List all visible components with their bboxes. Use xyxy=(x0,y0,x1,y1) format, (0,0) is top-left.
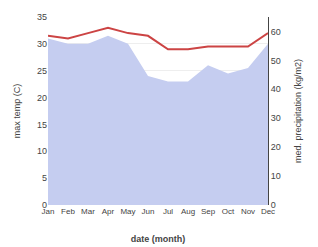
svg-text:Jun: Jun xyxy=(142,207,155,216)
svg-text:15: 15 xyxy=(37,120,47,130)
svg-text:5: 5 xyxy=(42,173,47,183)
svg-text:Jan: Jan xyxy=(42,207,55,216)
svg-text:50: 50 xyxy=(271,56,281,66)
svg-text:30: 30 xyxy=(37,39,47,49)
svg-text:30: 30 xyxy=(271,113,281,123)
svg-text:Apr: Apr xyxy=(102,207,115,216)
svg-text:10: 10 xyxy=(37,146,47,156)
svg-text:Sep: Sep xyxy=(201,207,216,216)
svg-text:max temp (C): max temp (C) xyxy=(12,84,22,139)
svg-text:Mar: Mar xyxy=(81,207,95,216)
svg-text:0: 0 xyxy=(271,200,276,210)
svg-text:med. precipitation (kg/m2): med. precipitation (kg/m2) xyxy=(293,59,303,163)
svg-text:20: 20 xyxy=(37,93,47,103)
svg-text:25: 25 xyxy=(37,66,47,76)
svg-text:60: 60 xyxy=(271,27,281,37)
svg-text:0: 0 xyxy=(42,200,47,210)
svg-text:40: 40 xyxy=(271,84,281,94)
svg-text:Oct: Oct xyxy=(222,207,235,216)
svg-text:Jul: Jul xyxy=(163,207,173,216)
svg-text:May: May xyxy=(120,207,135,216)
svg-text:35: 35 xyxy=(37,12,47,22)
svg-text:date (month): date (month) xyxy=(131,234,186,244)
svg-text:Nov: Nov xyxy=(241,207,255,216)
svg-text:Aug: Aug xyxy=(181,207,195,216)
svg-text:20: 20 xyxy=(271,142,281,152)
svg-text:10: 10 xyxy=(271,171,281,181)
svg-text:Feb: Feb xyxy=(61,207,75,216)
svg-text:Dec: Dec xyxy=(261,207,275,216)
